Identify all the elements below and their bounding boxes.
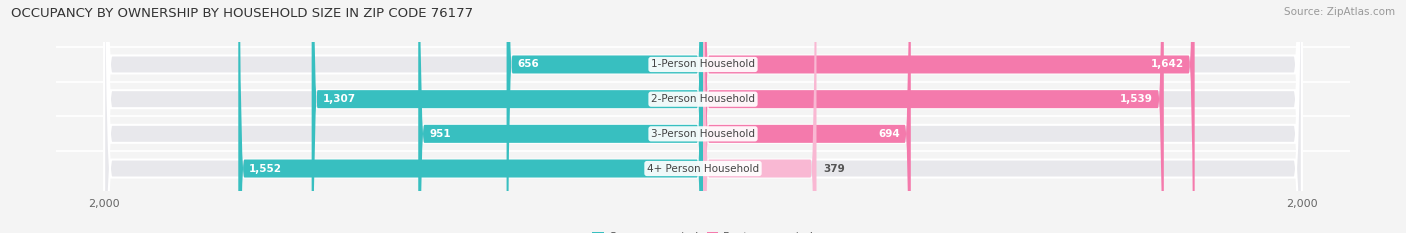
FancyBboxPatch shape (703, 0, 817, 233)
FancyBboxPatch shape (104, 0, 1302, 233)
FancyBboxPatch shape (703, 0, 911, 233)
Text: 379: 379 (824, 164, 845, 174)
FancyBboxPatch shape (506, 0, 703, 233)
Text: 3-Person Household: 3-Person Household (651, 129, 755, 139)
Text: 1,539: 1,539 (1121, 94, 1153, 104)
Text: 1,552: 1,552 (249, 164, 283, 174)
Text: 951: 951 (429, 129, 451, 139)
Text: 656: 656 (517, 59, 538, 69)
FancyBboxPatch shape (312, 0, 703, 233)
Legend: Owner-occupied, Renter-occupied: Owner-occupied, Renter-occupied (592, 232, 814, 233)
Text: 694: 694 (879, 129, 900, 139)
FancyBboxPatch shape (104, 0, 1302, 233)
FancyBboxPatch shape (703, 0, 1195, 233)
FancyBboxPatch shape (104, 0, 1302, 233)
Text: Source: ZipAtlas.com: Source: ZipAtlas.com (1284, 7, 1395, 17)
Text: 1,642: 1,642 (1150, 59, 1184, 69)
Text: 1,307: 1,307 (322, 94, 356, 104)
Text: 2-Person Household: 2-Person Household (651, 94, 755, 104)
FancyBboxPatch shape (238, 0, 703, 233)
FancyBboxPatch shape (703, 0, 1164, 233)
FancyBboxPatch shape (418, 0, 703, 233)
FancyBboxPatch shape (104, 0, 1302, 233)
Text: OCCUPANCY BY OWNERSHIP BY HOUSEHOLD SIZE IN ZIP CODE 76177: OCCUPANCY BY OWNERSHIP BY HOUSEHOLD SIZE… (11, 7, 474, 20)
Text: 4+ Person Household: 4+ Person Household (647, 164, 759, 174)
Text: 1-Person Household: 1-Person Household (651, 59, 755, 69)
